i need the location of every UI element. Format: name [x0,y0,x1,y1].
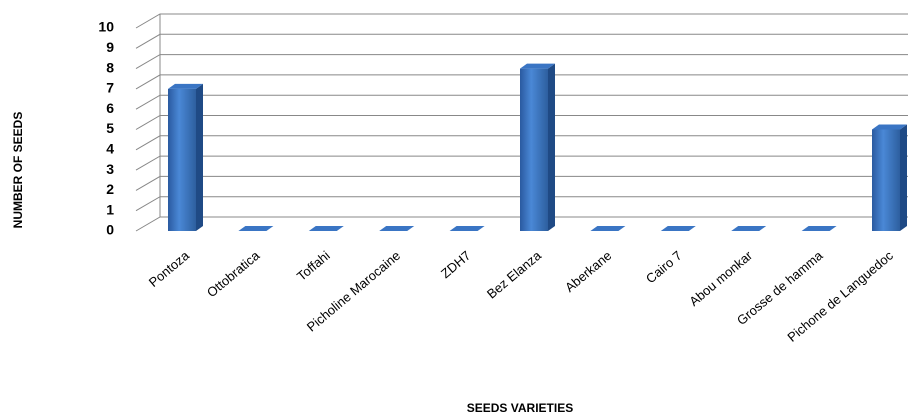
bar [379,226,415,231]
bar-face [168,88,196,232]
grid-line [135,135,908,151]
x-tick-label: Abou monkar [686,247,755,309]
bar [168,83,203,232]
bar-face [900,124,907,231]
y-tick-label: 9 [106,39,114,55]
grid-line [135,216,908,232]
bar [660,226,696,231]
x-tick-label: ZDH7 [438,248,474,281]
grid-line [135,175,908,191]
bar-face [660,226,696,231]
bar-face [520,68,548,231]
bar [520,63,555,231]
grid-line [135,94,908,110]
bar-face [872,124,907,130]
bar [590,226,626,231]
x-tick-label: Aberkane [562,248,614,295]
bar-face [449,226,485,231]
y-tick-label: 6 [106,100,114,116]
bar-face [238,226,274,231]
grid-line [135,33,908,49]
bar [872,124,907,231]
y-tick-label: 4 [106,141,114,157]
y-tick-label: 2 [106,181,114,197]
bar [308,226,344,231]
x-tick-label: Ottobratica [204,247,263,300]
y-tick-label: 8 [106,59,114,75]
bar-face [801,226,837,231]
grid-line [135,196,908,212]
y-tick-label: 0 [106,222,114,238]
bar-face [590,226,626,231]
x-tick-label: Pontoza [146,247,193,290]
grid-line [135,13,908,29]
bar [449,226,485,231]
bar-face [731,226,767,231]
y-tick-label: 5 [106,120,114,136]
grid-line [135,155,908,171]
grid-line [135,74,908,90]
bar [238,226,274,231]
grid-line [135,115,908,130]
bar-face [168,83,203,89]
x-tick-label: Cairo 7 [643,248,685,286]
y-tick-label: 3 [106,161,114,177]
grid-line [135,54,908,70]
bar-face [308,226,344,231]
bar [801,226,837,231]
x-axis-title: SEEDS VARIETIES [467,401,573,415]
bar-face [196,83,203,232]
bar [731,226,767,231]
bar-face [548,63,555,231]
bar-face [379,226,415,231]
x-tick-label: Bez Elanza [484,247,545,301]
y-axis-title: NUMBER OF SEEDS [11,112,25,229]
y-tick-label: 7 [106,80,114,96]
y-tick-label: 1 [106,201,114,217]
bar-face [872,129,900,231]
x-tick-label: Toffahi [294,248,333,284]
y-tick-label: 10 [98,19,114,35]
bar-face [520,63,555,69]
